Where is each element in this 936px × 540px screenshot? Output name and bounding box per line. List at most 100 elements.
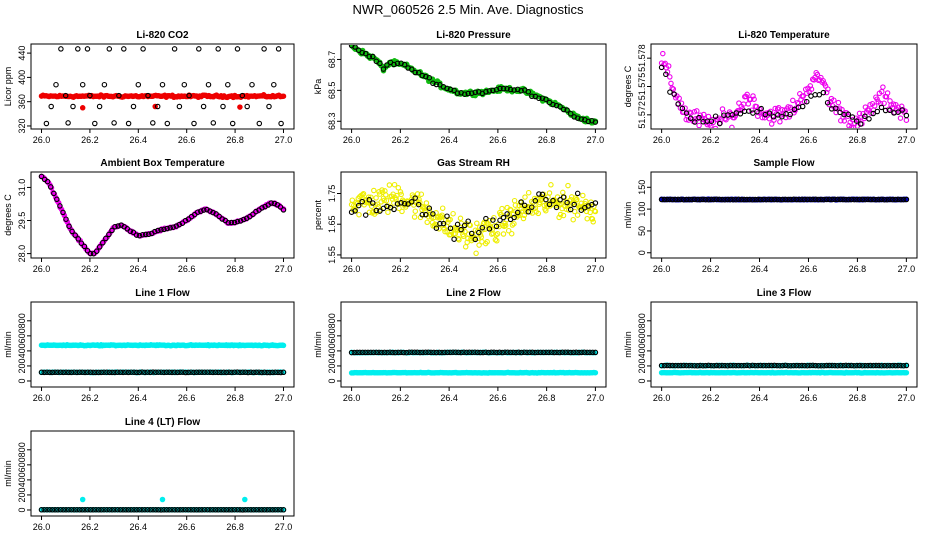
data-point-black <box>191 369 197 376</box>
data-point-yellow <box>519 202 525 208</box>
data-point-yellow <box>505 227 512 234</box>
data-point-black <box>164 120 171 127</box>
data-point-black <box>799 103 806 110</box>
data-point-black <box>664 362 670 369</box>
data-point-black <box>90 507 96 513</box>
data-point-black <box>440 220 447 227</box>
data-point-black <box>170 224 176 230</box>
data-point-black <box>133 232 140 238</box>
data-point-black <box>423 211 429 218</box>
data-point-black <box>525 89 532 95</box>
data-point-black <box>845 196 852 203</box>
data-point-black <box>433 81 440 88</box>
data-layer <box>348 349 599 376</box>
data-point-black <box>675 196 681 203</box>
data-point-black <box>225 81 231 88</box>
data-point-red <box>79 105 86 111</box>
data-point-black <box>68 506 75 513</box>
data-point-black <box>578 116 585 122</box>
data-point-black <box>234 506 241 513</box>
data-point-black <box>564 199 570 206</box>
data-point-magenta <box>696 122 702 128</box>
data-point-black <box>694 196 701 203</box>
data-point-black <box>788 196 794 203</box>
data-point-black <box>139 369 145 375</box>
data-point-yellow <box>560 189 566 196</box>
data-point-black <box>391 61 397 68</box>
data-point-black <box>72 232 78 238</box>
data-point-black <box>854 196 860 203</box>
panel-6: Sample Flow 26.0 26.2 26.4 26.6 26.8 27.0 0 50 10… <box>623 158 918 274</box>
y-axis-label: kPa <box>313 79 323 95</box>
data-point-black <box>133 507 140 513</box>
data-point-black <box>661 362 668 369</box>
data-point-black <box>550 101 556 108</box>
data-point-black <box>362 212 369 218</box>
data-point-yellow <box>546 190 553 196</box>
data-point-magenta <box>795 100 802 107</box>
data-point-black <box>46 506 53 513</box>
data-point-black <box>476 229 482 236</box>
data-point-black <box>746 196 753 203</box>
data-point-black <box>856 196 863 203</box>
data-point-yellow <box>395 185 402 191</box>
data-point-black <box>133 369 140 376</box>
data-point-black <box>84 247 91 254</box>
data-point-black <box>711 362 717 369</box>
data-point-magenta <box>759 114 766 121</box>
data-point-black <box>529 93 535 100</box>
data-point-black <box>658 196 665 203</box>
data-point-magenta <box>823 89 830 96</box>
data-point-black <box>128 507 134 513</box>
data-point-black <box>87 250 94 257</box>
data-point-black <box>239 507 246 513</box>
data-point-black <box>562 349 569 356</box>
data-point-black <box>461 222 468 229</box>
data-point-black <box>837 109 843 116</box>
data-point-black <box>240 216 247 223</box>
data-point-black <box>683 110 690 116</box>
data-point-black <box>884 196 890 203</box>
data-point-black <box>179 220 186 226</box>
x-tick-label: 26.0 <box>653 264 671 274</box>
data-point-yellow <box>532 205 539 211</box>
data-point-black <box>237 218 244 224</box>
data-point-black <box>766 196 772 203</box>
data-point-yellow <box>484 239 490 245</box>
data-point-black <box>125 120 132 127</box>
y-tick-label: 51.572 <box>637 101 647 129</box>
data-point-black <box>261 46 267 52</box>
data-point-black <box>510 349 516 356</box>
data-point-black <box>152 228 158 235</box>
data-point-black <box>229 369 235 376</box>
data-point-black <box>237 369 243 376</box>
x-tick-label: 26.4 <box>130 393 148 403</box>
data-point-black <box>719 196 725 203</box>
data-point-black <box>727 196 734 203</box>
data-point-black <box>79 369 86 376</box>
data-point-black <box>713 196 720 203</box>
data-point-black <box>540 349 547 356</box>
data-point-black <box>231 219 238 226</box>
data-point-black <box>387 349 393 356</box>
data-point-black <box>210 506 216 513</box>
data-point-black <box>207 507 213 513</box>
data-point-magenta <box>880 84 886 90</box>
data-point-black <box>104 369 110 376</box>
data-point-black <box>96 244 103 250</box>
data-point-black <box>411 349 418 356</box>
data-point-black <box>881 362 888 369</box>
data-point-black <box>543 349 549 356</box>
y-tick-label: 0 <box>327 378 337 383</box>
x-tick-label: 27.0 <box>898 135 916 145</box>
data-point-black <box>557 197 563 203</box>
data-point-black <box>139 231 146 238</box>
data-point-black <box>155 369 162 375</box>
data-point-black <box>244 103 250 110</box>
plot-frame <box>340 301 607 388</box>
y-tick-label: 50 <box>637 226 647 236</box>
data-point-yellow <box>565 182 571 189</box>
data-point-black <box>272 506 279 513</box>
data-point-yellow <box>494 238 500 244</box>
data-point-black <box>74 506 80 513</box>
